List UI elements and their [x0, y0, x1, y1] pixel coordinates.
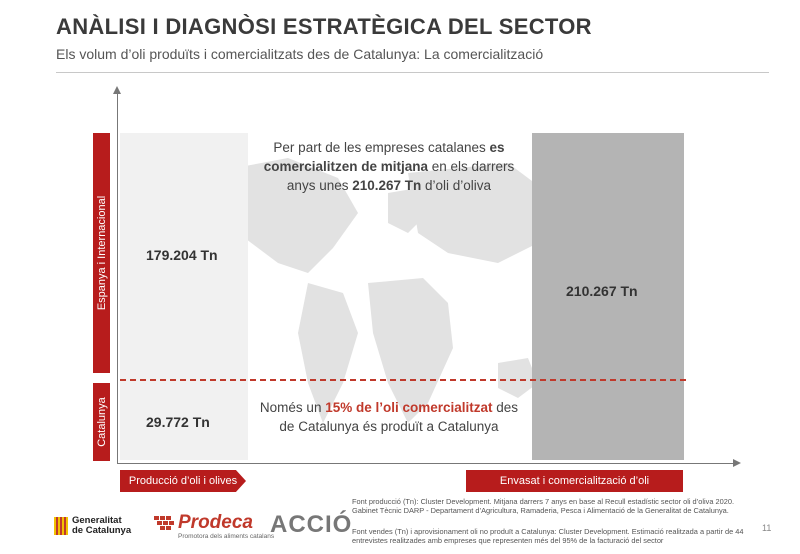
y-label-catalonia: Catalunya: [93, 383, 110, 461]
callout-top-text-2: en els darrers anys unes: [286, 159, 515, 193]
page-subtitle: Els volum d’oli produïts i comercialitza…: [56, 46, 544, 62]
callout-bottom-text-2: des de Catalunya és produït a Catalunya: [279, 400, 519, 434]
catalonia-divider-line: [120, 379, 686, 381]
x-axis-arrow-icon: [733, 459, 741, 467]
callout-bottom: Només un 15% de l’oli comercialitzat des…: [258, 398, 520, 436]
callout-top-highlight-2: 210.267 Tn: [352, 178, 422, 193]
generalitat-emblem-icon: [54, 517, 68, 535]
callout-top-text-1: Per part de les empreses catalanes: [273, 140, 490, 155]
footnote-production-source: Font producció (Tn): Cluster Development…: [352, 497, 735, 516]
generalitat-line-2: de Catalunya: [72, 525, 132, 536]
page-number: 11: [762, 523, 772, 533]
callout-bottom-text-1: Només un: [259, 400, 326, 415]
commercialization-panel: [532, 133, 684, 460]
y-axis-arrow-icon: [113, 86, 121, 94]
prodeca-tagline: Promotora dels aliments catalans: [178, 533, 275, 540]
callout-bottom-highlight: 15% de l’oli comercialitzat: [325, 400, 493, 415]
prodeca-grid-icon: [154, 516, 174, 530]
y-label-spain-international: Espanya i Internacional: [93, 133, 110, 373]
generalitat-logo-text: Generalitat de Catalunya: [72, 516, 131, 536]
accio-logo: ACCIÓ: [270, 511, 353, 538]
footnote-sales-source: Font vendes (Tn) i aprovisionament oli n…: [352, 527, 744, 546]
callout-top-text-3: d’oli d’oliva: [421, 178, 492, 193]
production-panel: [120, 133, 248, 460]
header-divider: [56, 72, 769, 73]
x-label-production: Producció d’oli i olives: [120, 470, 246, 492]
x-axis: [117, 463, 735, 464]
y-label-catalonia-text: Catalunya: [95, 397, 108, 447]
commercialization-value: 210.267 Tn: [566, 283, 638, 299]
callout-top-highlight-1: es comercialitzen de mitjana: [263, 140, 505, 174]
page-title: ANÀLISI I DIAGNÒSI ESTRATÈGICA DEL SECTO…: [56, 14, 592, 39]
production-catalonia-value: 29.772 Tn: [146, 414, 210, 430]
prodeca-name: Prodeca: [178, 512, 253, 533]
y-label-spain-international-text: Espanya i Internacional: [95, 195, 108, 311]
x-label-commercialization: Envasat i comercialització d’oli: [466, 470, 683, 492]
generalitat-line-1: Generalitat: [72, 515, 122, 526]
production-spain-value: 179.204 Tn: [146, 247, 218, 263]
world-map-graphic: [248, 158, 532, 423]
world-map: [248, 133, 532, 460]
y-axis: [117, 88, 118, 463]
callout-top: Per part de les empreses catalanes es co…: [258, 138, 520, 195]
